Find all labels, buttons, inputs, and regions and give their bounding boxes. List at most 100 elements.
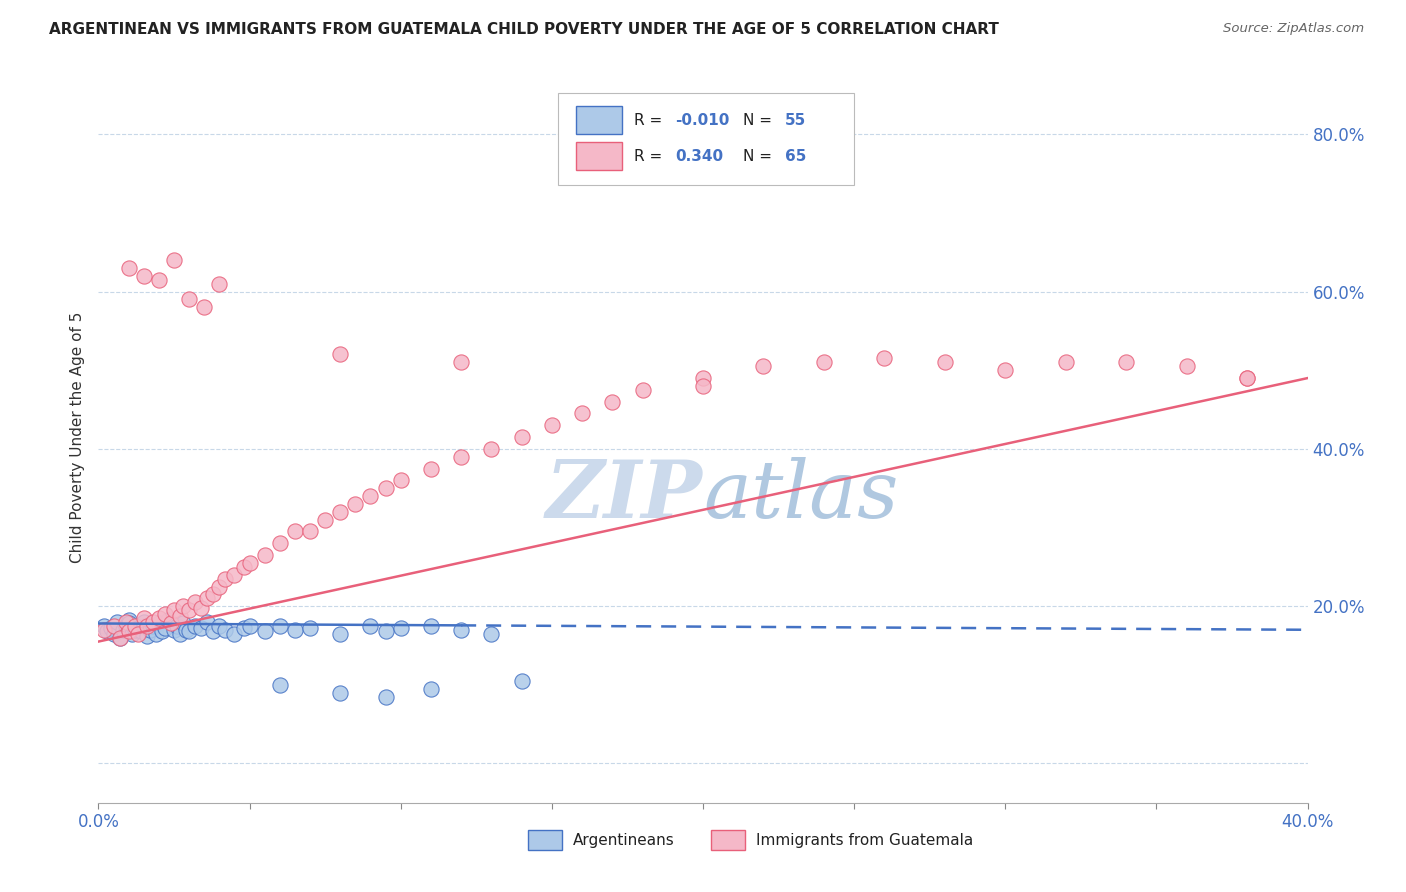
Point (752, 359, 775, 374)
Point (127, 626, 149, 640)
Point (692, 371, 714, 385)
Text: 65: 65 (785, 150, 807, 164)
Point (813, 355, 835, 369)
Point (127, 621, 149, 635)
Point (93, 619, 115, 633)
Point (118, 613, 141, 627)
Point (179, 293, 201, 307)
Point (184, 619, 207, 633)
Point (103, 619, 125, 633)
Point (111, 623, 134, 637)
Point (214, 623, 236, 637)
Point (121, 626, 143, 640)
Point (284, 524, 307, 539)
Text: Source: ZipAtlas.com: Source: ZipAtlas.com (1223, 22, 1364, 36)
Point (873, 351, 896, 366)
Point (153, 621, 176, 635)
Point (1236, 371, 1258, 385)
Point (118, 260, 141, 275)
Point (163, 623, 186, 637)
Point (195, 591, 218, 606)
Point (329, 686, 352, 700)
Point (329, 347, 352, 361)
Point (389, 621, 412, 635)
Point (148, 273, 170, 287)
Point (314, 513, 336, 527)
Point (389, 473, 412, 487)
Point (269, 678, 291, 692)
Point (145, 626, 167, 640)
Point (174, 623, 197, 637)
Point (994, 363, 1017, 377)
Point (420, 619, 443, 633)
Point (129, 624, 152, 639)
Point (166, 619, 188, 633)
Point (239, 556, 262, 570)
Point (118, 624, 141, 639)
Point (142, 615, 165, 629)
Point (139, 623, 162, 637)
Point (163, 603, 186, 617)
Point (142, 619, 165, 633)
Point (132, 615, 155, 629)
Point (195, 615, 218, 629)
FancyBboxPatch shape (711, 830, 745, 850)
Point (135, 619, 157, 633)
Point (374, 690, 396, 704)
Point (420, 461, 443, 475)
Point (510, 430, 533, 444)
Point (156, 613, 179, 627)
Point (299, 524, 322, 539)
Point (284, 623, 307, 637)
Point (150, 624, 173, 639)
Point (253, 624, 276, 639)
Point (481, 626, 503, 640)
Point (232, 621, 254, 635)
Point (360, 619, 382, 633)
Point (114, 619, 136, 633)
Point (132, 619, 155, 633)
Point (269, 619, 291, 633)
Point (190, 600, 212, 615)
Point (1236, 371, 1258, 385)
Point (269, 536, 291, 550)
Point (124, 619, 146, 633)
Point (169, 608, 191, 623)
Point (299, 621, 322, 635)
Point (132, 268, 155, 283)
Point (329, 505, 352, 519)
Point (1054, 355, 1077, 369)
FancyBboxPatch shape (558, 94, 855, 185)
Point (108, 631, 131, 645)
Point (214, 572, 236, 586)
Point (202, 624, 225, 639)
Y-axis label: Child Poverty Under the Age of 5: Child Poverty Under the Age of 5 (69, 311, 84, 563)
Text: ARGENTINEAN VS IMMIGRANTS FROM GUATEMALA CHILD POVERTY UNDER THE AGE OF 5 CORREL: ARGENTINEAN VS IMMIGRANTS FROM GUATEMALA… (49, 22, 1000, 37)
Point (450, 623, 472, 637)
Point (450, 450, 472, 464)
Point (124, 623, 146, 637)
Text: Immigrants from Guatemala: Immigrants from Guatemala (756, 833, 973, 848)
Point (190, 621, 212, 635)
Point (510, 673, 533, 688)
Text: ZIP: ZIP (546, 457, 703, 534)
Point (602, 394, 624, 409)
Point (374, 624, 396, 639)
Text: N =: N = (742, 113, 776, 128)
Point (934, 355, 956, 369)
Text: Argentineans: Argentineans (572, 833, 673, 848)
Point (631, 383, 654, 397)
Point (481, 442, 503, 456)
Point (114, 615, 136, 629)
Text: R =: R = (634, 113, 668, 128)
Point (118, 616, 141, 631)
Point (540, 418, 562, 433)
FancyBboxPatch shape (527, 830, 561, 850)
Point (202, 587, 225, 601)
Point (239, 619, 262, 633)
Point (135, 629, 157, 643)
Point (1175, 359, 1198, 374)
Point (224, 626, 246, 640)
Point (1115, 355, 1137, 369)
Point (208, 277, 231, 291)
